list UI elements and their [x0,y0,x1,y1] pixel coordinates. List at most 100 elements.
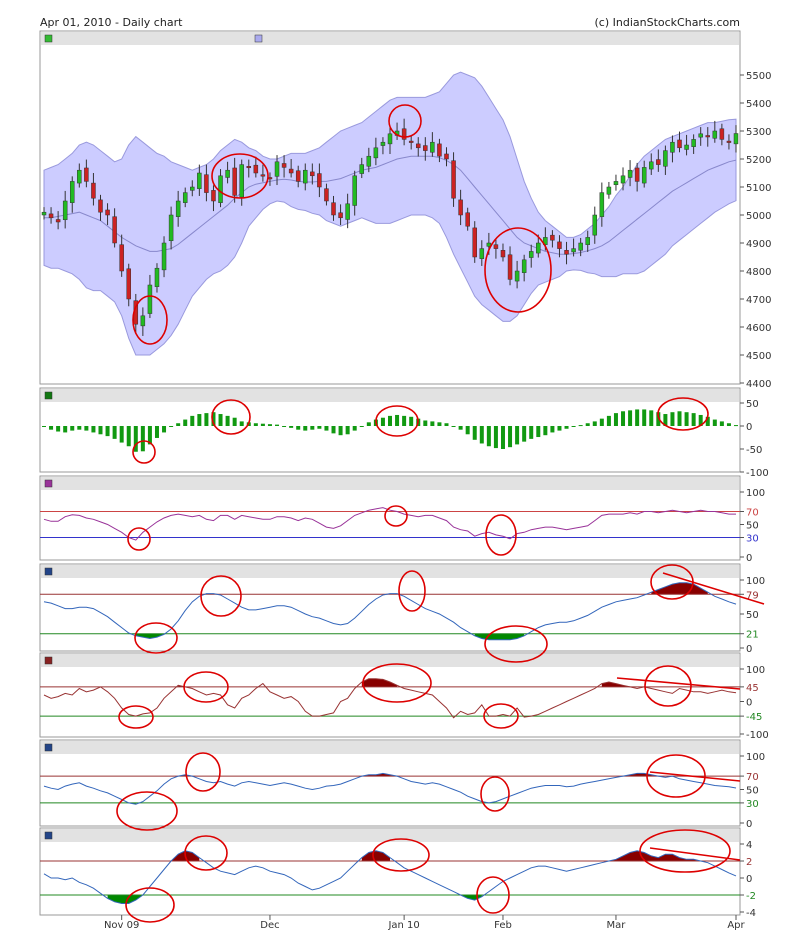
macd-bar [239,421,244,426]
x-tick-label: Feb [494,920,512,931]
macd-bar [458,426,463,430]
annotation-ellipse [118,705,154,729]
macd-bar [536,426,541,438]
td_demarker_ii-axis-tick-label: 100 [746,752,765,763]
td_demarker-panel: 0 21 50 79 100 [39,563,765,655]
rsi-legend-swatch [44,479,53,488]
candle-body [48,213,54,219]
candle-body [444,153,449,160]
macd-bar [642,409,647,426]
candle-body [239,164,244,198]
td_demarker-line [43,582,737,641]
macd-bar [508,426,513,448]
candle-body [69,181,75,203]
td_demarker-axis-tick-label: 100 [746,576,765,587]
candle-body [634,167,640,182]
macd-bar [253,423,258,426]
candle-body [599,192,605,217]
candle-body [649,161,654,170]
td_demarker_ii-axis-tick-label: 50 [746,786,759,797]
macd-bar [162,426,167,433]
ohlc-legend-swatch [44,34,53,43]
candle-body [154,267,160,287]
price-axis-tick-label: 5200 [746,155,771,166]
macd-bar [444,423,449,426]
annotation-ellipse [484,227,552,313]
annotation-trendline [649,847,741,861]
candle-body [62,200,68,221]
macd-bar [712,419,717,426]
td_rei-axis-tick-label: -100 [746,730,769,741]
macd-bar [529,426,534,439]
td_demarker-oversold-fill [135,633,164,639]
candle-body [232,167,237,196]
annotation-ellipse [483,703,519,729]
macd-axis-tick-label: -100 [746,468,769,479]
candle-body [274,161,280,177]
annotation-ellipse [375,405,419,437]
annotation-ellipse [384,505,408,527]
macd-bar [70,426,75,431]
macd-bar [734,425,738,427]
candle-body [479,248,485,259]
td_demarker_ii-legend-bar [41,741,739,754]
candle-body [55,219,61,223]
candle-body [345,203,350,220]
price-axis-tick-label: 5100 [746,183,771,194]
td_demarker_ii-panel: 0 30 50 70 100 [39,739,765,830]
annotation-ellipse [644,665,692,707]
candle-body [472,227,477,258]
x-tick-label: Dec [260,920,279,931]
macd-bar [684,412,689,426]
candle-body [663,150,668,167]
candle-body [543,237,548,245]
candle-body [140,315,146,327]
macd-bar [564,426,569,429]
macd-bar [599,418,604,426]
annotation-ellipse [134,622,178,654]
macd-bar [621,411,626,426]
candle-body [719,128,725,140]
annotation-ellipse [127,527,151,551]
annotation-ellipse [372,838,430,872]
macd-bar [324,426,329,431]
annotation-ellipse [657,397,709,431]
td_demarker_ii-overbought-fill [623,773,659,777]
candle-body [641,167,647,184]
macd-bar [726,423,731,426]
candle-body [91,182,96,199]
td_rei-line [43,678,737,719]
candle-body [521,259,527,273]
td_plurality-line [43,850,737,904]
price-axis-tick-label: 5000 [746,211,771,222]
candle-body [373,147,379,159]
candle-body [281,163,287,168]
macd-bar [670,412,675,426]
candle-body [331,202,336,216]
candle-body [338,212,343,219]
rsi-axis-tick-label: 50 [746,521,759,532]
candle-body [514,270,520,282]
candle-body [627,169,633,178]
macd-bar [550,426,555,433]
annotation-ellipse [639,829,731,873]
candle-body [253,164,259,174]
candle-body [260,174,266,177]
td_rei-axis-tick-label: 45 [746,683,759,694]
chart-date-title: Apr 01, 2010 - Daily chart [40,16,183,29]
candle-body [147,284,153,314]
macd-bar [402,415,407,426]
macd-bar [56,426,61,432]
macd-bar [472,426,477,440]
td_rei-panel: -100 -45 0 45 100 [39,652,769,741]
candle-body [712,130,718,139]
macd-bar [656,412,661,426]
macd-bar [388,415,392,426]
candle-body [288,168,294,174]
macd-bar [147,426,152,445]
macd-bar [204,413,209,426]
td_demarker-axis-tick-label: 50 [746,610,759,621]
candle-body [119,244,124,272]
candle-body [726,140,732,143]
bollinger-center-line [44,155,737,255]
